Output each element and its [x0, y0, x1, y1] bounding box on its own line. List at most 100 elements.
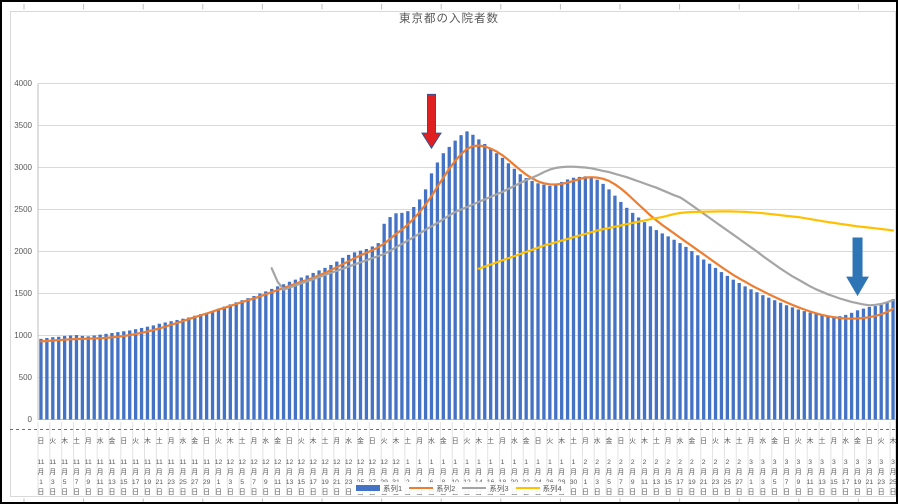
- bar-系列1[interactable]: [696, 255, 700, 420]
- bar-系列1[interactable]: [489, 148, 493, 420]
- bar-系列1[interactable]: [382, 223, 386, 420]
- bar-系列1[interactable]: [157, 323, 161, 420]
- bar-系列1[interactable]: [128, 330, 132, 420]
- legend-item[interactable]: 系列2: [409, 483, 455, 494]
- bar-系列1[interactable]: [814, 313, 818, 420]
- chart-legend[interactable]: 系列1 系列2 系列3 系列4: [354, 482, 564, 494]
- bar-系列1[interactable]: [210, 311, 215, 420]
- bar-系列1[interactable]: [666, 236, 670, 420]
- bar-系列1[interactable]: [341, 257, 345, 420]
- bar-系列1[interactable]: [299, 277, 303, 420]
- bar-系列1[interactable]: [447, 146, 451, 420]
- bar-系列1[interactable]: [891, 298, 895, 420]
- bar-系列1[interactable]: [731, 279, 735, 420]
- bar-系列1[interactable]: [252, 296, 256, 420]
- bar-系列1[interactable]: [607, 189, 611, 420]
- bar-系列1[interactable]: [879, 304, 883, 420]
- bar-系列1[interactable]: [133, 329, 138, 420]
- bar-系列1[interactable]: [477, 139, 481, 420]
- bar-系列1[interactable]: [684, 246, 688, 420]
- bar-系列1[interactable]: [790, 307, 795, 420]
- bar-系列1[interactable]: [820, 314, 824, 420]
- bar-系列1[interactable]: [329, 264, 333, 420]
- bar-系列1[interactable]: [565, 179, 570, 420]
- bar-系列1[interactable]: [654, 230, 659, 420]
- bar-系列1[interactable]: [749, 289, 753, 420]
- bar-系列1[interactable]: [773, 300, 777, 420]
- bar-系列1[interactable]: [423, 189, 428, 420]
- bar-系列1[interactable]: [406, 211, 410, 420]
- bar-系列1[interactable]: [707, 263, 712, 420]
- bar-系列1[interactable]: [370, 246, 374, 420]
- legend-item[interactable]: 系列1: [356, 483, 402, 494]
- bar-系列1[interactable]: [589, 177, 593, 420]
- bar-系列1[interactable]: [672, 239, 676, 420]
- bar-系列1[interactable]: [802, 311, 806, 420]
- series-line-系列3[interactable]: [270, 165, 895, 307]
- bar-系列1[interactable]: [737, 283, 741, 420]
- bar-系列1[interactable]: [270, 288, 274, 420]
- bar-系列1[interactable]: [293, 279, 298, 420]
- blue-arrow[interactable]: [846, 237, 869, 297]
- bar-系列1[interactable]: [104, 333, 108, 420]
- bar-系列1[interactable]: [577, 176, 582, 420]
- bar-系列1[interactable]: [39, 338, 43, 420]
- bar-系列1[interactable]: [571, 177, 576, 420]
- bar-系列1[interactable]: [311, 272, 315, 420]
- bar-系列1[interactable]: [216, 308, 221, 420]
- bar-系列1[interactable]: [849, 312, 854, 420]
- bar-系列1[interactable]: [613, 195, 617, 420]
- bar-系列1[interactable]: [867, 306, 872, 420]
- bar-系列1[interactable]: [74, 335, 79, 420]
- bar-系列1[interactable]: [832, 316, 836, 420]
- bar-系列1[interactable]: [808, 312, 812, 420]
- bar-系列1[interactable]: [500, 157, 505, 420]
- bar-系列1[interactable]: [548, 185, 552, 420]
- bar-系列1[interactable]: [518, 174, 522, 420]
- bar-系列1[interactable]: [873, 306, 877, 420]
- bar-系列1[interactable]: [62, 335, 67, 420]
- bar-系列1[interactable]: [92, 335, 96, 420]
- bar-系列1[interactable]: [885, 302, 889, 420]
- bar-系列1[interactable]: [583, 176, 587, 420]
- bar-系列1[interactable]: [187, 317, 191, 420]
- bar-系列1[interactable]: [719, 272, 724, 420]
- bar-系列1[interactable]: [364, 248, 369, 420]
- bar-系列1[interactable]: [110, 332, 114, 420]
- bar-系列1[interactable]: [68, 335, 73, 420]
- bar-系列1[interactable]: [542, 184, 546, 420]
- bar-系列1[interactable]: [453, 140, 457, 420]
- bar-系列1[interactable]: [388, 217, 392, 420]
- bar-系列1[interactable]: [335, 261, 339, 420]
- bar-系列1[interactable]: [305, 275, 309, 420]
- bar-系列1[interactable]: [429, 173, 434, 420]
- bar-系列1[interactable]: [648, 226, 653, 420]
- bar-系列1[interactable]: [702, 259, 706, 420]
- bar-系列1[interactable]: [275, 286, 280, 420]
- bar-系列1[interactable]: [725, 275, 730, 420]
- red-arrow[interactable]: [421, 93, 442, 150]
- bar-系列1[interactable]: [51, 337, 55, 420]
- bar-系列1[interactable]: [400, 212, 404, 420]
- bar-系列1[interactable]: [122, 331, 126, 420]
- bar-系列1[interactable]: [530, 180, 534, 420]
- bar-系列1[interactable]: [394, 213, 398, 420]
- bar-系列1[interactable]: [755, 292, 759, 420]
- bar-系列1[interactable]: [512, 168, 516, 420]
- bar-系列1[interactable]: [57, 336, 61, 420]
- bar-系列1[interactable]: [234, 302, 238, 420]
- bar-系列1[interactable]: [347, 254, 351, 420]
- bar-系列1[interactable]: [619, 201, 623, 420]
- bar-系列1[interactable]: [855, 310, 860, 420]
- bar-系列1[interactable]: [506, 163, 511, 420]
- bar-系列1[interactable]: [743, 286, 747, 420]
- bar-系列1[interactable]: [636, 217, 641, 420]
- bar-系列1[interactable]: [98, 334, 102, 420]
- bar-系列1[interactable]: [281, 284, 286, 420]
- bar-系列1[interactable]: [258, 293, 262, 420]
- bar-系列1[interactable]: [441, 153, 445, 420]
- bar-系列1[interactable]: [418, 199, 422, 420]
- bar-系列1[interactable]: [175, 319, 179, 420]
- bar-系列1[interactable]: [713, 267, 718, 420]
- bar-系列1[interactable]: [861, 308, 866, 420]
